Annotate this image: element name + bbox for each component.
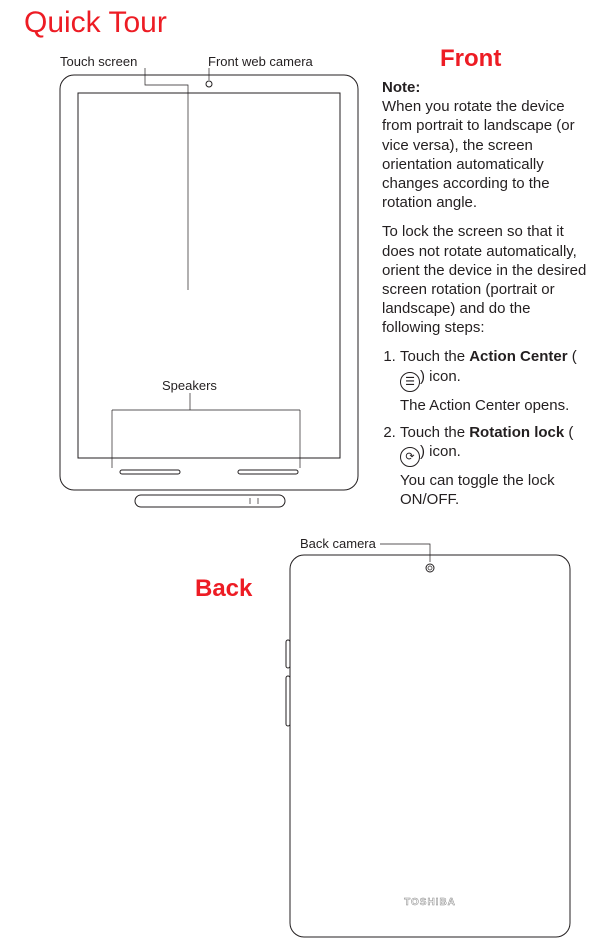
front-note-block: Note: When you rotate the device from po… [382, 78, 592, 517]
front-callout-lines [112, 68, 300, 468]
note-label: Note: [382, 79, 420, 96]
back-callout-lines [380, 544, 430, 562]
step-1: Touch the Action Center (☰) icon. The Ac… [400, 347, 592, 414]
front-heading: Front [440, 45, 501, 73]
brand-logo: TOSHIBA [404, 897, 456, 908]
step-1-result: The Action Center opens. [400, 396, 592, 415]
step-2-result: You can toggle the lock ON/OFF. [400, 471, 592, 509]
back-camera-label: Back camera [300, 536, 376, 551]
step-2: Touch the Rotation lock (⟳) icon. You ca… [400, 423, 592, 510]
speakers-label: Speakers [162, 378, 217, 393]
note-body: When you rotate the device from portrait… [382, 98, 575, 211]
front-camera-label: Front web camera [208, 54, 313, 69]
action-center-icon: ☰ [400, 372, 420, 392]
back-device: TOSHIBA [286, 555, 570, 937]
back-heading: Back [195, 575, 252, 603]
rotation-lock-icon: ⟳ [400, 447, 420, 467]
touch-screen-label: Touch screen [60, 54, 137, 69]
front-device [60, 75, 358, 507]
lock-intro: To lock the screen so that it does not r… [382, 222, 592, 337]
page-title: Quick Tour [24, 6, 167, 40]
